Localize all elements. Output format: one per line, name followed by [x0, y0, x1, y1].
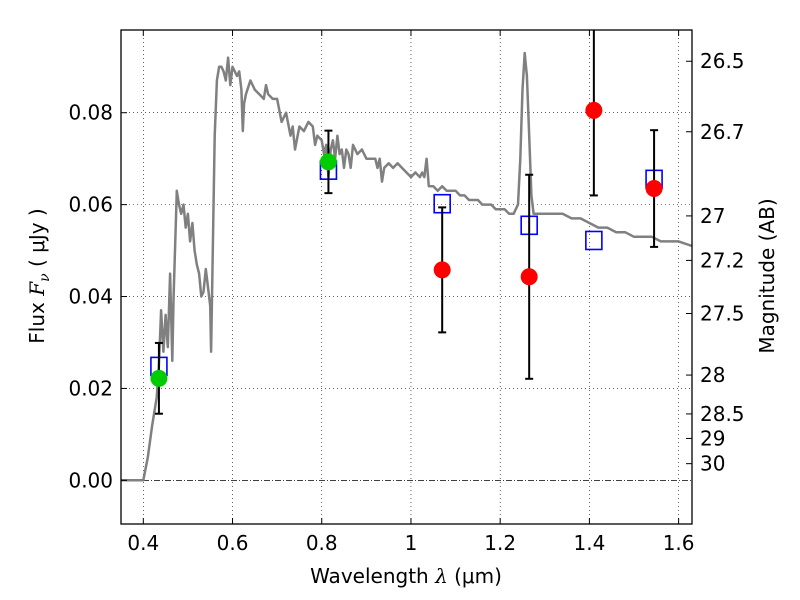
y-tick-label: 0.08: [68, 101, 113, 125]
series-layer: [121, 30, 693, 482]
y2-tick-label: 28.5: [700, 402, 745, 426]
y2-tick-label: 26.7: [700, 120, 745, 144]
plot-frame: [120, 29, 693, 525]
model-photometry-square: [585, 230, 603, 251]
y-tick-label: 0.06: [68, 193, 113, 217]
red-data-point: [585, 101, 603, 119]
x-tick-label: 0.8: [306, 531, 338, 555]
y2-tick-label: 27.2: [700, 248, 745, 272]
y2-tick-label: 29: [700, 426, 725, 450]
x-tick-label: 0.4: [127, 531, 159, 555]
x-tick-label: 1: [405, 531, 418, 555]
sed-model-line: [121, 51, 693, 482]
y-tick-label: 0.00: [68, 468, 113, 492]
x-tick-label: 1.2: [484, 531, 516, 555]
tick-marks: [121, 30, 692, 524]
y2-tick-label: 28: [700, 363, 725, 387]
green-data-point: [150, 369, 168, 387]
y2-tick-label: 26.5: [700, 49, 745, 73]
y2-tick-label: 27.5: [700, 301, 745, 325]
red-data-point: [433, 261, 451, 279]
y-tick-label: 0.04: [68, 285, 113, 309]
y2-axis-label: Magnitude (AB): [755, 198, 779, 353]
x-tick-label: 1.6: [663, 531, 695, 555]
x-axis-label: Wavelength λ (μm): [310, 564, 502, 588]
red-data-point: [520, 268, 538, 286]
y-tick-label: 0.02: [68, 376, 113, 400]
green-data-point: [319, 153, 337, 171]
x-tick-label: 0.6: [217, 531, 249, 555]
y-axis-label: Flux Fν ( μJy ): [25, 208, 53, 343]
y2-tick-label: 27: [700, 204, 725, 228]
y2-tick-label: 30: [700, 452, 725, 476]
red-data-point: [645, 180, 663, 198]
x-tick-label: 1.4: [573, 531, 605, 555]
